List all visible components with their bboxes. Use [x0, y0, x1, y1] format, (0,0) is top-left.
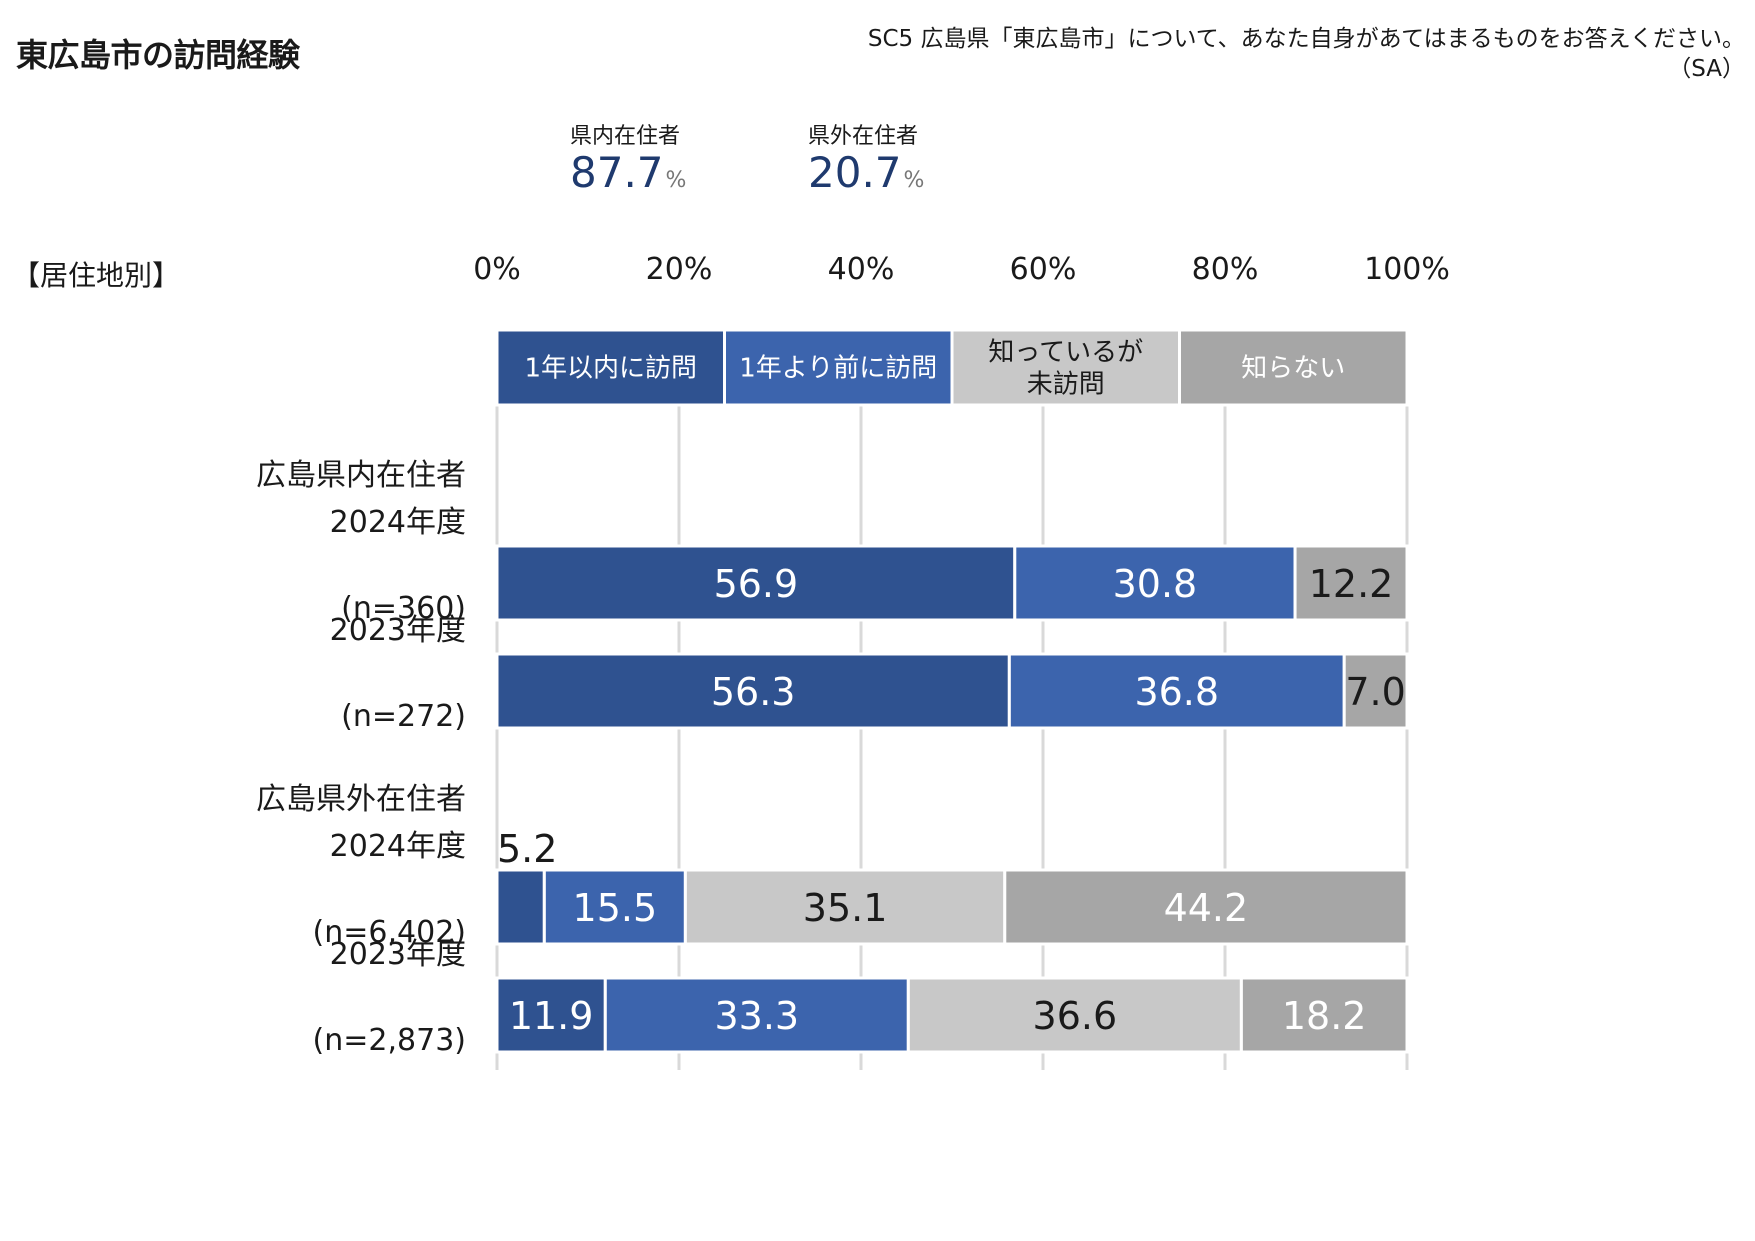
kpi-value: 20.7: [808, 148, 902, 197]
row-label: 2024年度: [330, 505, 466, 540]
row-n-label: (n=272): [341, 699, 466, 734]
kpi-out-prefecture: 県外在住者 20.7%: [808, 118, 924, 196]
bar-segment: [683, 868, 1007, 946]
data-label: 12.2: [1309, 562, 1394, 606]
kpi-label: 県内在住者: [570, 124, 681, 149]
row-n-label: (n=6,402): [313, 915, 466, 950]
bar-segment: [1342, 652, 1409, 730]
row-label: 2023年度: [330, 613, 466, 648]
question-format: （SA）: [1668, 56, 1745, 82]
data-label: 11.9: [509, 994, 594, 1038]
data-label: 36.8: [1134, 670, 1219, 714]
data-label: 30.8: [1113, 562, 1198, 606]
kpi-unit: %: [903, 168, 925, 193]
x-tick-label: 100%: [1364, 252, 1450, 287]
bar-segment: [603, 976, 910, 1054]
legend-label: 知らない: [1241, 354, 1345, 384]
group-label: 広島県外在住者: [256, 782, 466, 817]
bar-segment: [906, 976, 1243, 1054]
data-label: 15.5: [573, 886, 658, 930]
row-n-label: (n=360): [341, 591, 466, 626]
legend-swatch: [723, 328, 954, 407]
legend-label: 知っているが: [988, 338, 1143, 368]
kpi-label: 県外在住者: [808, 124, 919, 149]
bar-segment: [542, 868, 687, 946]
legend-swatch: [1178, 328, 1409, 407]
kpi-unit: %: [665, 168, 687, 193]
row-label: 2024年度: [330, 829, 466, 864]
group-label: 広島県内在住者: [256, 458, 466, 493]
row-n-label: (n=2,873): [313, 1023, 466, 1058]
x-tick-label: 40%: [828, 252, 895, 287]
legend-swatch: [495, 328, 726, 407]
group-caption: 【居住地別】: [12, 259, 181, 292]
x-tick-label: 20%: [646, 252, 713, 287]
data-label: 36.6: [1033, 994, 1118, 1038]
data-label: 5.2: [497, 827, 557, 871]
page-title: 東広島市の訪問経験: [16, 36, 300, 74]
legend-swatch: [950, 328, 1181, 407]
x-tick-label: 60%: [1010, 252, 1077, 287]
kpi-value: 87.7: [570, 148, 664, 197]
bar-segment: [495, 868, 546, 946]
legend-label: 1年以内に訪問: [524, 354, 697, 384]
x-tick-label: 0%: [473, 252, 521, 287]
x-tick-label: 80%: [1192, 252, 1259, 287]
data-label: 35.1: [803, 886, 888, 930]
bar-segment: [495, 976, 607, 1054]
bar-segment: [1003, 868, 1409, 946]
data-label: 18.2: [1282, 994, 1367, 1038]
data-label: 33.3: [715, 994, 800, 1038]
question-line: SC5 広島県「東広島市」について、あなた自身があてはまるものをお答えください。: [867, 26, 1745, 52]
row-label: 2023年度: [330, 937, 466, 972]
data-label: 56.3: [711, 670, 796, 714]
legend-label: 未訪問: [1027, 370, 1105, 400]
kpi-in-prefecture: 県内在住者 87.7%: [570, 118, 686, 196]
bar-segment: [495, 544, 1017, 622]
bar-segment: [1293, 544, 1409, 622]
bar-segment: [1239, 976, 1409, 1054]
bar-segment: [1013, 544, 1297, 622]
data-label: 56.9: [714, 562, 799, 606]
legend-label: 1年より前に訪問: [739, 354, 937, 384]
data-label: 44.2: [1164, 886, 1249, 930]
data-label: 7.0: [1345, 670, 1405, 714]
question-text: SC5 広島県「東広島市」について、あなた自身があてはまるものをお答えください。…: [868, 24, 1745, 84]
